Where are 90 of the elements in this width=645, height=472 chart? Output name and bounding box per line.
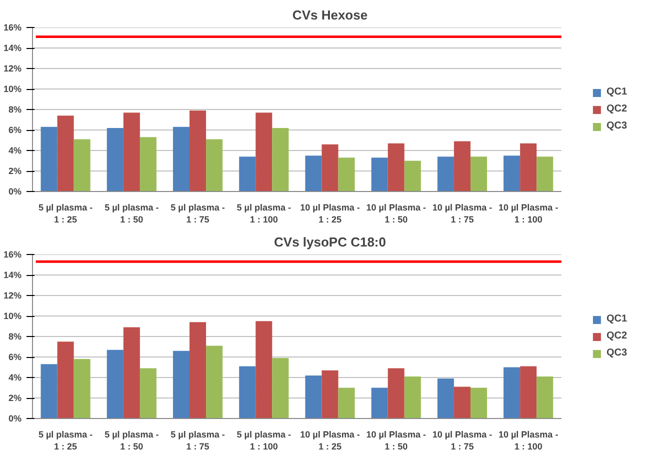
x-tick-label: 5 µl plasma - 1 : 50 (104, 202, 159, 224)
legend-label: QC2 (606, 330, 627, 342)
legend-label: QC2 (606, 104, 627, 114)
bar (74, 359, 90, 418)
bar (454, 386, 470, 418)
bar (520, 143, 537, 192)
bar (140, 137, 156, 192)
y-tick-label: 6% (8, 125, 22, 135)
bar (536, 376, 554, 418)
x-tick-label: 5 µl plasma - 1 : 25 (38, 202, 93, 224)
bar (272, 358, 289, 418)
bar (57, 342, 74, 418)
bar (140, 368, 156, 418)
bar (256, 112, 272, 192)
y-tick-label: 16% (3, 22, 22, 32)
x-tick-label: 10 µl Plasma - 1 : 50 (366, 430, 426, 452)
y-tick-label: 4% (8, 372, 22, 382)
y-tick-label: 4% (8, 146, 22, 156)
y-tick-label: 10% (3, 84, 22, 94)
y-tick-label: 16% (3, 250, 22, 260)
y-tick-label: 0% (8, 186, 22, 196)
x-tick-label: 10 µl Plasma - 1 : 25 (300, 430, 360, 452)
bar (470, 156, 488, 192)
y-tick-label: 6% (8, 352, 22, 362)
bar (454, 141, 470, 192)
bar (239, 366, 256, 418)
bar (256, 321, 272, 418)
bar (172, 126, 190, 192)
bar (190, 322, 206, 418)
x-tick-label: 10 µl Plasma - 1 : 50 (366, 202, 426, 224)
bar (190, 110, 206, 192)
y-tick-label: 2% (8, 393, 22, 403)
bar (305, 156, 322, 192)
y-tick-label: 12% (3, 64, 22, 74)
bar (338, 158, 355, 192)
legend-label: QC3 (606, 120, 627, 132)
x-tick-label: 5 µl plasma - 1 : 50 (104, 430, 159, 452)
bar (371, 158, 388, 192)
bar (57, 116, 74, 192)
x-tick-label: 10 µl Plasma - 1 : 25 (300, 202, 360, 224)
x-tick-label: 10 µl Plasma - 1 : 100 (498, 430, 558, 452)
bar (520, 366, 537, 418)
bar (40, 126, 58, 192)
chart-title: CVs lysoPC C18:0 (274, 234, 386, 250)
bar (172, 350, 190, 418)
bar (504, 156, 520, 192)
x-tick-label: 5 µl plasma - 1 : 100 (236, 202, 292, 224)
bar (388, 368, 404, 418)
bar (322, 370, 338, 418)
bar (536, 156, 554, 192)
bar (106, 350, 124, 418)
y-tick-label: 14% (3, 270, 22, 280)
bar (206, 346, 223, 418)
x-tick-label: 10 µl Plasma - 1 : 75 (432, 430, 492, 452)
bar (123, 327, 140, 418)
y-tick-label: 12% (3, 290, 22, 300)
bar (388, 143, 404, 192)
bar (437, 156, 454, 192)
x-tick-label: 5 µl plasma - 1 : 75 (170, 202, 225, 224)
x-tick-label: 10 µl Plasma - 1 : 100 (498, 202, 558, 224)
bar (272, 128, 289, 192)
bar (305, 375, 322, 418)
x-tick-label: 5 µl plasma - 1 : 100 (236, 430, 292, 452)
y-tick-label: 0% (8, 414, 22, 424)
x-tick-label: 5 µl plasma - 1 : 25 (38, 430, 93, 452)
bar (437, 378, 454, 418)
bar (322, 144, 338, 192)
legend-label: QC3 (606, 348, 627, 358)
bar (239, 156, 256, 192)
y-tick-label: 2% (8, 166, 22, 176)
y-tick-label: 14% (3, 43, 22, 53)
bar (504, 367, 520, 418)
bar (40, 364, 58, 418)
bar (206, 139, 223, 192)
bar (338, 388, 355, 418)
bar (106, 128, 124, 192)
x-tick-label: 5 µl plasma - 1 : 75 (170, 430, 225, 452)
legend-label: QC1 (606, 86, 627, 98)
bar (404, 160, 421, 192)
bar (123, 112, 140, 192)
x-tick-label: 10 µl Plasma - 1 : 75 (432, 202, 492, 224)
bar (470, 388, 488, 418)
legend-label: QC1 (606, 314, 627, 324)
y-tick-label: 10% (3, 311, 22, 321)
bar (371, 388, 388, 418)
y-tick-label: 8% (8, 104, 22, 114)
chart-title: CVs Hexose (292, 8, 368, 22)
bar (74, 139, 90, 192)
y-tick-label: 8% (8, 332, 22, 342)
bar (404, 376, 421, 418)
